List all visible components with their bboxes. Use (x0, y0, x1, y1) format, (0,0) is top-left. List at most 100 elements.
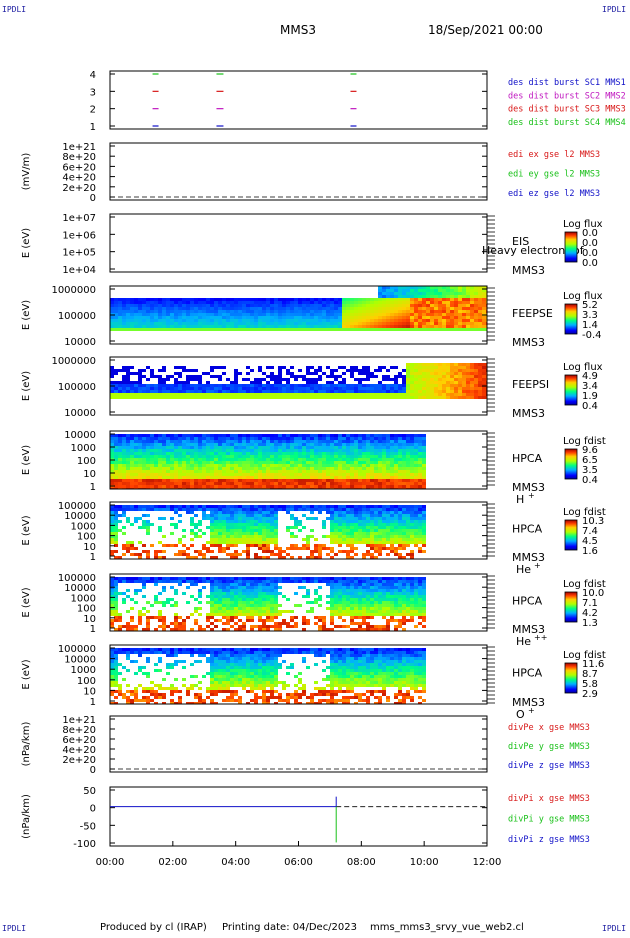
heatmap-cell (354, 434, 358, 437)
heatmap-cell (434, 322, 438, 325)
heatmap-cell (174, 470, 178, 473)
heatmap-cell (202, 517, 206, 520)
heatmap-cell (262, 446, 266, 449)
heatmap-cell (166, 625, 170, 628)
heatmap-cell (250, 485, 254, 488)
heatmap-cell (346, 473, 350, 476)
heatmap-cell (166, 508, 170, 511)
heatmap-cell (382, 467, 386, 470)
heatmap-cell (118, 381, 122, 384)
heatmap-cell (398, 470, 402, 473)
heatmap-cell (366, 319, 370, 322)
heatmap-cell (262, 384, 266, 387)
heatmap-cell (402, 295, 406, 298)
heatmap-cell (206, 384, 210, 387)
heatmap-cell (194, 393, 198, 396)
heatmap-cell (406, 464, 410, 467)
heatmap-cell (206, 550, 210, 553)
heatmap-cell (162, 390, 166, 393)
heatmap-cell (294, 375, 298, 378)
heatmap-cell (146, 616, 150, 619)
heatmap-cell (354, 464, 358, 467)
heatmap-cell (254, 461, 258, 464)
heatmap-cell (354, 384, 358, 387)
heatmap-cell (338, 511, 342, 514)
heatmap-cell (414, 369, 418, 372)
heatmap-cell (430, 289, 434, 292)
heatmap-cell (318, 304, 322, 307)
heatmap-cell (446, 375, 450, 378)
heatmap-cell (358, 449, 362, 452)
heatmap-cell (110, 622, 114, 625)
heatmap-cell (302, 307, 306, 310)
heatmap-cell (374, 437, 378, 440)
heatmap-cell (318, 452, 322, 455)
heatmap-cell (214, 313, 218, 316)
heatmap-cell (378, 470, 382, 473)
heatmap-cell (130, 387, 134, 390)
heatmap-cell (210, 446, 214, 449)
heatmap-cell (170, 434, 174, 437)
heatmap-cell (190, 449, 194, 452)
heatmap-cell (394, 529, 398, 532)
heatmap-cell (226, 535, 230, 538)
heatmap-cell (322, 479, 326, 482)
heatmap-cell (142, 550, 146, 553)
heatmap-cell (226, 541, 230, 544)
heatmap-cell (370, 476, 374, 479)
heatmap-cell (222, 508, 226, 511)
heatmap-cell (374, 316, 378, 319)
heatmap-cell (366, 541, 370, 544)
heatmap-cell (226, 508, 230, 511)
heatmap-cell (410, 514, 414, 517)
heatmap-cell (330, 517, 334, 520)
heatmap-cell (262, 529, 266, 532)
heatmap-cell (166, 601, 170, 604)
heatmap-cell (418, 461, 422, 464)
heatmap-cell (318, 476, 322, 479)
heatmap-cell (322, 304, 326, 307)
heatmap-cell (386, 529, 390, 532)
heatmap-cell (178, 622, 182, 625)
heatmap-cell (170, 598, 174, 601)
heatmap-cell (286, 464, 290, 467)
heatmap-cell (238, 479, 242, 482)
heatmap-cell (234, 396, 238, 399)
heatmap-cell (238, 316, 242, 319)
heatmap-cell (354, 307, 358, 310)
heatmap-cell (362, 470, 366, 473)
heatmap-cell (354, 479, 358, 482)
heatmap-cell (170, 319, 174, 322)
heatmap-cell (322, 390, 326, 393)
heatmap-cell (254, 328, 258, 331)
heatmap-cell (418, 458, 422, 461)
heatmap-cell (330, 393, 334, 396)
species-label: H (516, 493, 524, 506)
heatmap-cell (182, 485, 186, 488)
heatmap-cell (394, 449, 398, 452)
heatmap-cell (370, 390, 374, 393)
heatmap-cell (138, 437, 142, 440)
heatmap-cell (158, 384, 162, 387)
heatmap-cell (290, 467, 294, 470)
heatmap-cell (354, 526, 358, 529)
heatmap-cell (254, 541, 258, 544)
heatmap-cell (342, 526, 346, 529)
heatmap-cell (246, 470, 250, 473)
heatmap-cell (478, 319, 482, 322)
heatmap-cell (434, 295, 438, 298)
heatmap-cell (218, 604, 222, 607)
heatmap-cell (154, 446, 158, 449)
heatmap-cell (282, 508, 286, 511)
heatmap-cell (146, 307, 150, 310)
heatmap-cell (114, 319, 118, 322)
heatmap-cell (422, 538, 426, 541)
heatmap-cell (162, 508, 166, 511)
heatmap-cell (194, 307, 198, 310)
heatmap-cell (450, 366, 454, 369)
heatmap-cell (326, 301, 330, 304)
heatmap-cell (302, 434, 306, 437)
heatmap-cell (110, 325, 114, 328)
heatmap-cell (278, 479, 282, 482)
heatmap-cell (262, 372, 266, 375)
